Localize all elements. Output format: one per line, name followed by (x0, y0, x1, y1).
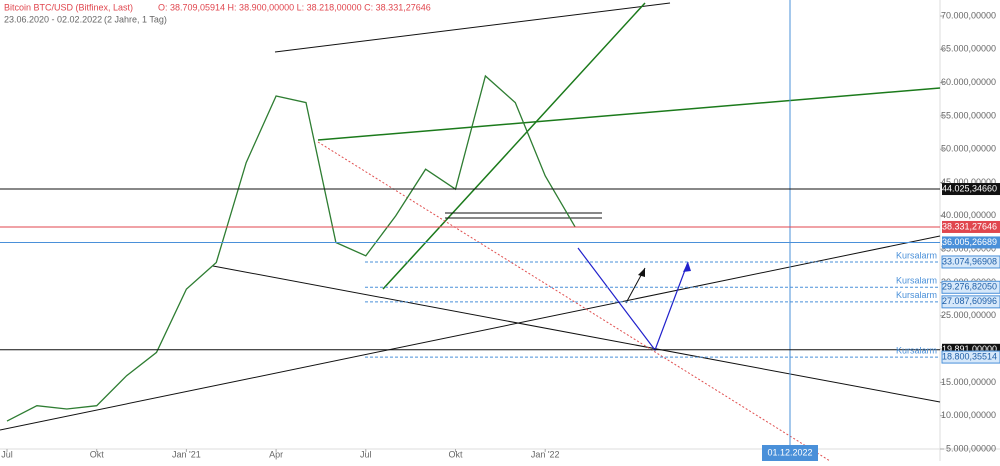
arrow-head (638, 268, 645, 277)
trend-line (212, 265, 941, 403)
x-tick-label: Jul (1, 449, 13, 459)
chart-title: Bitcoin BTC/USD (Bitfinex, Last) (4, 2, 133, 12)
level-label: 44.025,34660 (942, 183, 997, 193)
level-label: 38.331,27646 (942, 221, 997, 231)
y-tick-label: 50.000,00000 (941, 144, 996, 154)
x-tick-label: Jul (360, 449, 372, 459)
arrow-head (683, 262, 691, 272)
y-tick-label: 65.000,00000 (941, 44, 996, 54)
level-box (942, 183, 1000, 196)
y-tick-label: 5.000,00000 (946, 443, 996, 453)
y-tick-label: 35.000,00000 (941, 244, 996, 254)
period: (2 Jahre, 1 Tag) (104, 14, 167, 24)
level-box (942, 236, 1000, 249)
x-tick-label: Apr (269, 449, 283, 459)
trend-line (317, 141, 831, 462)
time-marker-label: 01.12.2022 (767, 447, 812, 457)
alarm-value: 27.087,60996 (942, 296, 997, 306)
alarm-text: Kursalarm (896, 276, 937, 286)
alarm-box (941, 295, 1000, 309)
y-tick-label: 40.000,00000 (941, 210, 996, 220)
alarm-box (941, 255, 1000, 269)
y-tick-label: 10.000,00000 (941, 410, 996, 420)
trend-line (0, 235, 941, 431)
price-line (6, 74, 576, 422)
y-tick-label: 25.000,00000 (941, 310, 996, 320)
trend-line (317, 87, 941, 141)
trend-line (382, 2, 646, 290)
alarm-text: Kursalarm (896, 250, 937, 260)
alarm-text: Kursalarm (896, 345, 937, 355)
alarm-box (941, 280, 1000, 294)
y-tick-label: 45.000,00000 (941, 177, 996, 187)
level-label: 19.891,00000 (942, 344, 997, 354)
level-box (942, 220, 1000, 233)
level-label: 36.005,26689 (942, 237, 997, 247)
alarm-value: 33.074,96908 (942, 256, 997, 266)
y-tick-label: 55.000,00000 (941, 110, 996, 120)
alarm-value: 29.276,82050 (942, 282, 997, 292)
alarm-text: Kursalarm (896, 290, 937, 300)
alarm-value: 18.800,35514 (942, 351, 997, 361)
subtitle: 23.06.2020 - 02.02.2022 (4, 14, 102, 24)
trend-line (274, 2, 671, 53)
x-tick-label: Jan '21 (172, 449, 201, 459)
y-tick-label: 15.000,00000 (941, 377, 996, 387)
time-marker-box (762, 445, 818, 461)
x-tick-label: Jan '22 (531, 449, 560, 459)
x-tick-label: Okt (90, 449, 105, 459)
y-tick-label: 70.000,00000 (941, 10, 996, 20)
y-tick-label: 60.000,00000 (941, 77, 996, 87)
alarm-box (941, 350, 1000, 364)
ohlc: O: 38.709,05914 H: 38.900,00000 L: 38.21… (158, 2, 431, 12)
x-tick-label: Okt (448, 449, 463, 459)
